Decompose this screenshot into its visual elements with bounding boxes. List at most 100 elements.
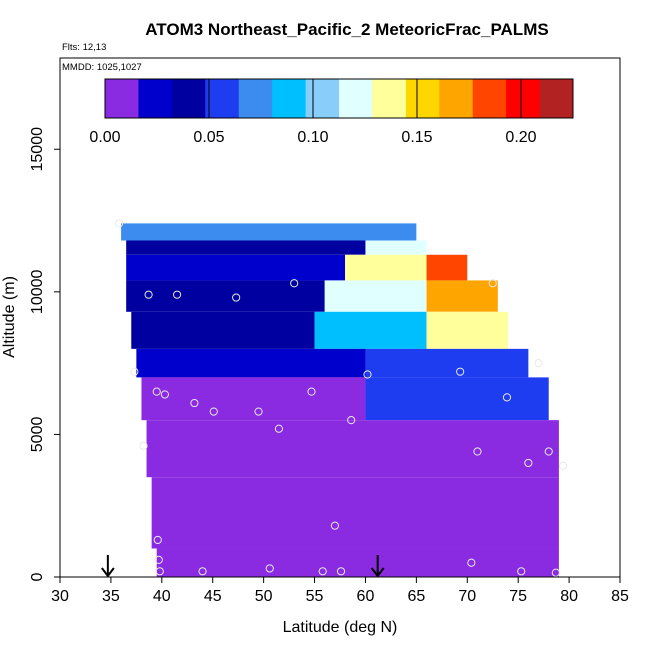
- x-axis-ticks: 30 35 40 45 50 55 60 65 70 75 80 85: [51, 577, 629, 605]
- x-tick-label-8: 70: [458, 588, 476, 605]
- heatmap-cells: [121, 223, 559, 577]
- sample-point-14: [456, 367, 465, 376]
- colorbar-segment-11: [472, 79, 507, 118]
- x-tick-label-4: 50: [255, 588, 273, 605]
- sample-point-10: [209, 407, 218, 416]
- x-tick-label-5: 55: [306, 588, 324, 605]
- sample-point-29: [265, 564, 274, 573]
- heatmap-cell-12: [136, 348, 366, 378]
- sample-point-1: [144, 290, 153, 299]
- sample-point-34: [551, 568, 560, 577]
- sample-point-28: [198, 567, 207, 576]
- heatmap-cell-14: [141, 377, 366, 421]
- y-tick-label-2: 10000: [29, 269, 46, 314]
- sample-point-18: [347, 416, 356, 425]
- colorbar-tick-label-4: 0.20: [505, 129, 536, 146]
- colorbar-segment-3: [205, 79, 240, 118]
- heatmap-cell-10: [314, 311, 427, 349]
- dates-note: MMDD: 1025,1027: [62, 62, 142, 73]
- colorbar-tick-label-1: 0.05: [193, 129, 224, 146]
- x-tick-label-9: 75: [509, 588, 527, 605]
- sample-point-3: [232, 293, 241, 302]
- colorbar-segment-2: [171, 79, 206, 118]
- heatmap-cell-3: [126, 254, 346, 281]
- sample-point-7: [152, 387, 161, 396]
- heatmap-cell-15: [365, 377, 549, 421]
- heatmap-cell-7: [324, 280, 427, 312]
- sample-point-13: [363, 370, 372, 379]
- colorbar-segment-7: [339, 79, 373, 118]
- heatmap-cell-1: [126, 240, 366, 255]
- heatmap-cell-4: [345, 254, 427, 281]
- heatmap-cell-9: [131, 311, 315, 349]
- colorbar-tick-label-0: 0.00: [89, 129, 120, 146]
- x-tick-label-11: 85: [611, 588, 629, 605]
- colorbar-segment-1: [138, 79, 173, 118]
- arrow-head: [101, 567, 115, 578]
- colorbar-segment-6: [305, 79, 340, 118]
- sample-point-21: [524, 458, 533, 468]
- y-axis-label: Altitude (m): [1, 276, 18, 358]
- heatmap-cell-0: [121, 223, 417, 241]
- sample-point-16: [534, 359, 543, 368]
- colorbar: 0.00 0.05 0.10 0.15 0.20: [89, 78, 574, 146]
- sample-points: [114, 219, 568, 577]
- sample-point-26: [154, 555, 163, 564]
- y-tick-label-1: 5000: [29, 417, 46, 453]
- sample-point-0: [114, 219, 124, 228]
- flights-note: Flts: 12,13: [62, 42, 106, 53]
- arrow-head: [370, 567, 385, 578]
- x-tick-label-6: 60: [357, 588, 375, 605]
- sample-point-9: [190, 398, 199, 408]
- heatmap-cell-11: [426, 311, 508, 349]
- heatmap-cell-5: [426, 254, 468, 281]
- sample-point-22: [544, 447, 553, 456]
- chart-title: ATOM3 Northeast_Pacific_2 MeteoricFrac_P…: [145, 20, 548, 39]
- heatmap-cell-13: [365, 348, 529, 378]
- sample-point-23: [558, 461, 568, 470]
- colorbar-segment-8: [372, 79, 407, 118]
- arrow-marker-0: [101, 555, 115, 578]
- y-tick-label-0: 0: [29, 572, 46, 581]
- heatmap-cell-8: [426, 280, 498, 312]
- colorbar-segment-0: [105, 79, 139, 118]
- sample-point-25: [153, 535, 162, 545]
- sample-point-17: [274, 424, 284, 433]
- x-tick-label-10: 80: [560, 588, 578, 605]
- colorbar-tick-label-3: 0.15: [401, 129, 432, 146]
- sample-point-32: [467, 558, 476, 567]
- sample-point-27: [155, 567, 164, 576]
- colorbar-segment-5: [272, 79, 307, 118]
- heatmap-cell-18: [156, 548, 559, 577]
- sample-point-4: [290, 279, 299, 288]
- colorbar-segment-13: [539, 79, 574, 118]
- sample-point-11: [254, 407, 263, 416]
- sample-point-2: [172, 290, 182, 299]
- sample-point-6: [130, 367, 139, 376]
- plot-frame: [59, 57, 621, 578]
- sample-point-24: [330, 521, 340, 530]
- x-tick-label-3: 45: [204, 588, 222, 605]
- x-tick-label-0: 30: [51, 588, 69, 605]
- y-axis-ticks: 0 5000 10000 15000: [29, 127, 60, 581]
- heatmap-cell-6: [126, 280, 325, 312]
- arrow-marker-1: [370, 555, 385, 578]
- sample-point-20: [473, 447, 482, 456]
- sample-point-33: [517, 567, 526, 576]
- sample-point-30: [318, 567, 327, 576]
- heatmap-cell-17: [151, 477, 559, 549]
- sample-point-8: [160, 390, 169, 399]
- x-axis-label: Latitude (deg N): [283, 619, 398, 636]
- heatmap-cell-2: [365, 240, 427, 255]
- sample-point-5: [488, 279, 497, 288]
- colorbar-segment-9: [405, 79, 440, 118]
- colorbar-segment-10: [439, 79, 474, 118]
- sample-point-15: [502, 393, 512, 402]
- sample-point-12: [307, 387, 316, 396]
- colorbar-tick-label-2: 0.10: [297, 129, 328, 146]
- arrow-markers: [101, 555, 385, 578]
- heatmap-cell-16: [146, 420, 559, 478]
- colorbar-segment-4: [238, 79, 273, 118]
